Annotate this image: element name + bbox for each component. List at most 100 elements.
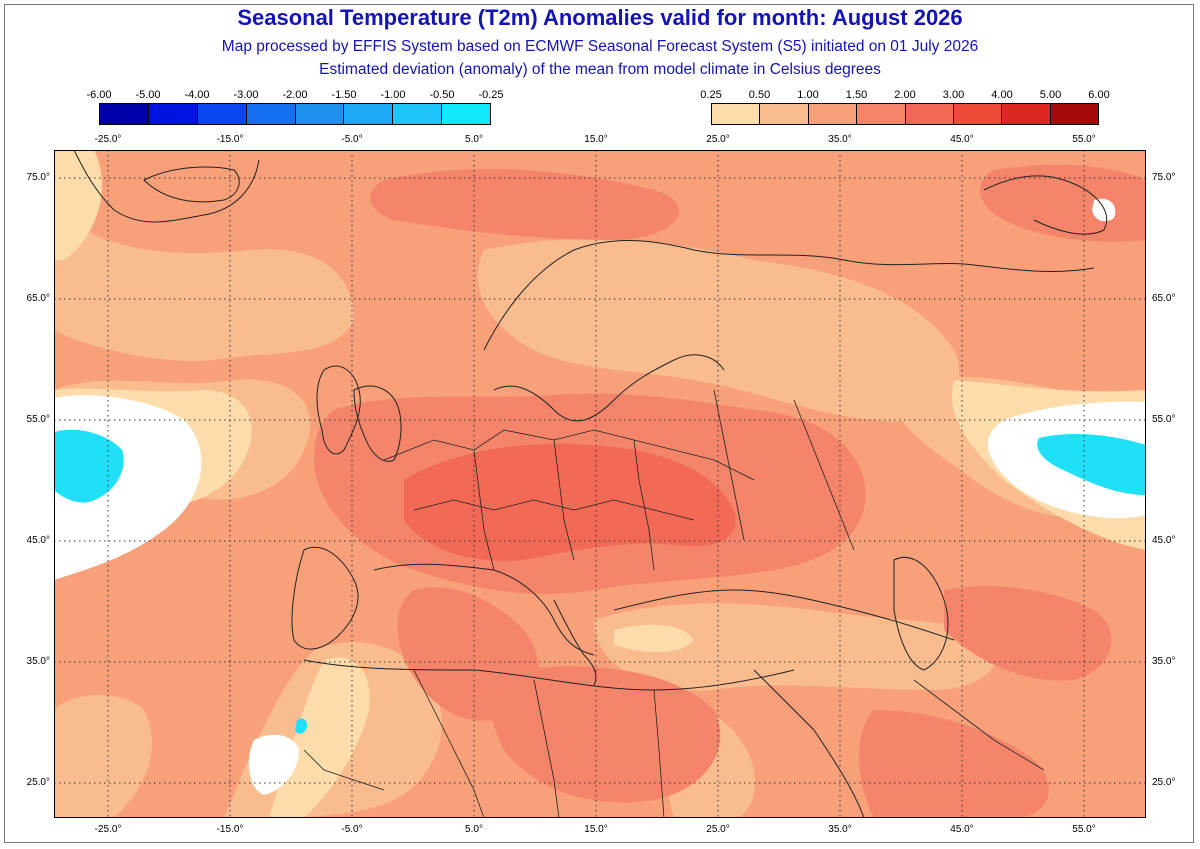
longitude-tick-top: 5.0° — [465, 134, 483, 145]
anomaly-zone-atlantic-south — [54, 695, 153, 818]
longitude-tick-top: 55.0° — [1072, 134, 1096, 145]
anomaly-zone-cold-morocco — [295, 718, 308, 734]
latitude-tick-right: 65.0° — [1152, 293, 1176, 304]
colorbar-positive-swatch — [808, 104, 858, 124]
longitude-tick-top: 25.0° — [706, 134, 730, 145]
scandinavia-arctic-coast — [483, 240, 1095, 351]
colorbar-positive-swatch — [857, 104, 906, 124]
anomaly-zone-cold-russia — [1037, 434, 1146, 495]
colorbar-positive-label: 6.00 — [1088, 89, 1110, 101]
colorbar-positive-swatch — [953, 104, 1003, 124]
anomaly-zone-hot-central-europe — [404, 443, 736, 561]
longitude-tick-top: 15.0° — [584, 134, 608, 145]
iberia-coast — [291, 546, 359, 650]
longitude-tick-bottom: -15.0° — [216, 824, 244, 835]
coastlines — [73, 150, 1108, 818]
latitude-tick-left: 35.0° — [26, 656, 50, 667]
longitude-tick-bottom: 15.0° — [584, 824, 608, 835]
colorbar-positive-label: 1.00 — [797, 89, 819, 101]
map-title: Seasonal Temperature (T2m) Anomalies val… — [237, 5, 963, 30]
country-borders — [303, 389, 1045, 818]
latitude-tick-left: 25.0° — [26, 777, 50, 788]
longitude-tick-top: -5.0° — [341, 134, 363, 145]
colorbar-negative-label: -0.50 — [429, 89, 455, 101]
border-line-5 — [633, 439, 655, 571]
colorbar-negative-label: -3.00 — [233, 89, 259, 101]
colorbar-positive-label: 2.00 — [894, 89, 916, 101]
longitude-tick-bottom: 35.0° — [828, 824, 852, 835]
latitude-tick-right: 45.0° — [1152, 535, 1176, 546]
latitude-tick-left: 45.0° — [26, 535, 50, 546]
colorbar-negative-swatch — [295, 104, 345, 124]
anomaly-zone-caspian — [944, 586, 1112, 681]
latitude-tick-left: 65.0° — [26, 293, 50, 304]
longitude-tick-top: -25.0° — [94, 134, 122, 145]
border-line-10 — [653, 689, 665, 818]
longitude-tick-top: 45.0° — [950, 134, 974, 145]
latitude-tick-right: 35.0° — [1152, 656, 1176, 667]
border-line-1 — [383, 429, 755, 481]
north-africa-coast — [303, 659, 795, 691]
colorbar-negative-swatch — [197, 104, 247, 124]
colorbar-positive-label: 3.00 — [942, 89, 965, 101]
colorbar-positive-swatch — [712, 104, 761, 124]
figure-frame — [4, 4, 1194, 843]
anomaly-zone-light-aegean — [614, 624, 694, 652]
colorbar-negative-swatch — [100, 104, 149, 124]
anomaly-zone-cold-atlantic — [54, 429, 124, 503]
colorbar-negative-label: -6.00 — [86, 89, 112, 101]
longitude-tick-top: 35.0° — [828, 134, 852, 145]
map-subtitle-source: Map processed by EFFIS System based on E… — [221, 38, 979, 55]
colorbar-negative-label: -2.00 — [282, 89, 308, 101]
longitude-tick-bottom: 45.0° — [950, 824, 974, 835]
colorbar-negative-label: -4.00 — [184, 89, 210, 101]
colorbar-negative-swatch — [246, 104, 296, 124]
colorbar-positive-swatch — [760, 104, 809, 124]
colorbar-positive-swatch — [1050, 104, 1098, 124]
border-line-2 — [413, 499, 695, 521]
border-line-4 — [553, 439, 575, 561]
border-line-6 — [713, 389, 745, 541]
map-border — [54, 150, 1146, 818]
border-line-11 — [303, 749, 385, 791]
colorbar-negative-swatch — [344, 104, 394, 124]
anomaly-zone-barents — [980, 164, 1146, 242]
iceland-coast — [143, 166, 240, 203]
levant-red-sea-coast — [753, 669, 865, 818]
british-isles-coast — [316, 365, 361, 455]
colorbar-negative-label: -1.50 — [331, 89, 357, 101]
graticule — [54, 150, 1146, 818]
anomaly-zone-neutral-morocco — [248, 734, 299, 795]
longitude-tick-bottom: 55.0° — [1072, 824, 1096, 835]
novaya-zemlya-coast — [983, 175, 1108, 235]
colorbar-positive-swatch — [1002, 104, 1051, 124]
longitude-tick-top: -15.0° — [216, 134, 244, 145]
colorbar-positive-label: 1.50 — [845, 89, 868, 101]
border-line-12 — [913, 679, 1045, 771]
colorbar-positive — [711, 103, 1099, 125]
border-line-9 — [533, 679, 560, 818]
longitude-tick-bottom: -25.0° — [94, 824, 122, 835]
colorbar-negative — [99, 103, 491, 125]
border-line-3 — [473, 449, 495, 571]
colorbar-positive-label: 0.25 — [700, 89, 722, 101]
anomaly-map — [54, 150, 1146, 818]
black-sea-coast — [613, 589, 955, 641]
great-britain-coast — [353, 385, 402, 462]
border-line-7 — [793, 399, 855, 551]
caspian-coast — [893, 556, 949, 671]
colorbar-positive-label: 5.00 — [1039, 89, 1062, 101]
baltic-coast — [493, 354, 725, 422]
colorbar-negative-label: -1.00 — [380, 89, 406, 101]
colorbar-negative-swatch — [393, 104, 443, 124]
anomaly-zone-light-morocco — [269, 657, 370, 818]
latitude-tick-right: 55.0° — [1152, 414, 1176, 425]
anomaly-zone-norwegian-sea — [370, 169, 680, 240]
colorbar-negative-label: -5.00 — [135, 89, 161, 101]
colorbar-positive-label: 4.00 — [991, 89, 1013, 101]
border-line-8 — [413, 669, 485, 818]
colorbar-negative-swatch — [148, 104, 198, 124]
greenland-iceland-coast — [73, 150, 260, 223]
colorbar-negative-label: -0.25 — [478, 89, 504, 101]
anomaly-zone-neutral-novaya-zemlya — [1092, 198, 1116, 222]
